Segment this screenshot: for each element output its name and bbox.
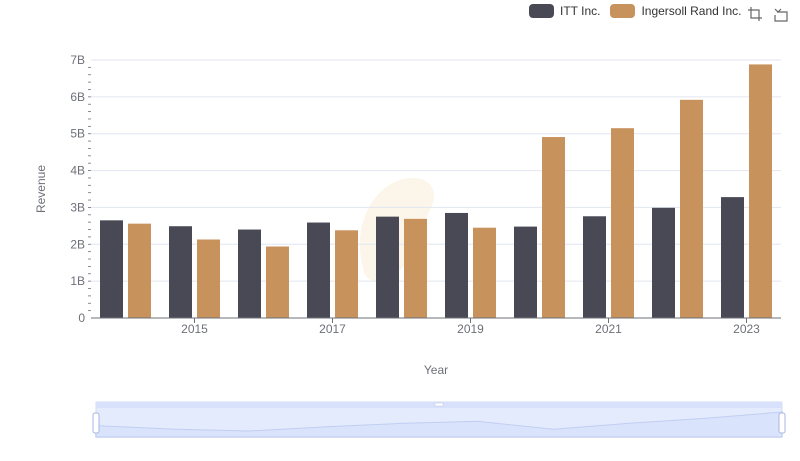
bar <box>197 239 220 318</box>
y-tick-label: 2B <box>70 237 85 251</box>
bar <box>169 226 192 318</box>
legend-swatch <box>610 4 636 18</box>
bar <box>238 229 261 318</box>
bar <box>404 218 427 318</box>
bar <box>514 226 537 318</box>
bar <box>128 223 151 318</box>
data-zoom-right-handle[interactable] <box>778 412 786 434</box>
data-zoom-left-handle[interactable] <box>92 412 100 434</box>
x-tick-label: 2015 <box>181 322 208 336</box>
y-axis-label: Revenue <box>34 165 48 213</box>
bar <box>473 227 496 318</box>
legend-item-ingersoll-rand[interactable]: Ingersoll Rand Inc. <box>610 4 742 18</box>
data-zoom-selection[interactable] <box>96 408 782 437</box>
bars <box>100 64 772 319</box>
y-tick-label: 4B <box>70 164 85 178</box>
legend: ITT Inc. Ingersoll Rand Inc. <box>529 4 752 18</box>
bar <box>611 128 634 318</box>
bar <box>652 207 675 318</box>
x-tick-label: 2021 <box>595 322 622 336</box>
bar <box>100 220 123 318</box>
x-tick-label: 2023 <box>733 322 760 336</box>
legend-swatch <box>529 4 554 18</box>
legend-label: Ingersoll Rand Inc. <box>641 4 742 18</box>
legend-item-itt[interactable]: ITT Inc. <box>529 4 600 18</box>
zoom-icon[interactable] <box>747 6 763 22</box>
bar <box>266 246 289 318</box>
toolbox <box>747 6 799 22</box>
restore-icon[interactable] <box>773 6 789 22</box>
y-tick-label: 6B <box>70 90 85 104</box>
y-tick-label: 3B <box>70 200 85 214</box>
x-tick-label: 2017 <box>319 322 346 336</box>
bar <box>680 99 703 318</box>
bar <box>749 64 772 319</box>
bar <box>376 216 399 318</box>
y-tick-label: 7B <box>70 53 85 67</box>
y-minor-ticks <box>88 66 91 312</box>
bar <box>445 212 468 318</box>
x-ticks: 2015 2017 2019 2021 2023 <box>181 318 760 336</box>
y-grid <box>91 59 781 282</box>
y-tick-label: 0 <box>78 311 85 325</box>
y-ticks: 0 1B 2B 3B 4B 5B 6B 7B <box>70 53 85 325</box>
data-zoom-move-handle[interactable] <box>434 402 444 407</box>
bar <box>335 230 358 318</box>
legend-label: ITT Inc. <box>560 4 601 18</box>
x-axis-label: Year <box>424 363 448 377</box>
y-tick-label: 1B <box>70 274 85 288</box>
x-tick-label: 2019 <box>457 322 484 336</box>
bar <box>307 222 330 318</box>
bar <box>583 216 606 318</box>
data-zoom-slider[interactable] <box>92 401 786 438</box>
y-tick-label: 5B <box>70 127 85 141</box>
bar <box>542 137 565 318</box>
bar <box>721 197 744 318</box>
